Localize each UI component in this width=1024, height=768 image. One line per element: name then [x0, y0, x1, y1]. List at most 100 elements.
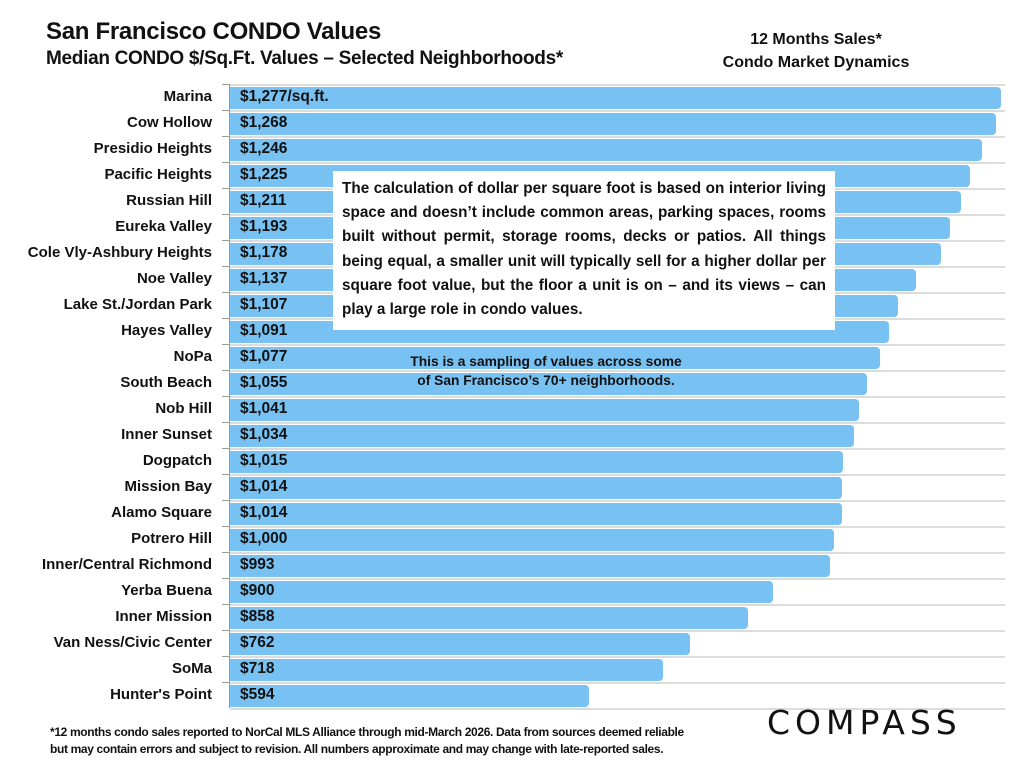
- category-label: Presidio Heights: [93, 140, 212, 157]
- bar-value-label: $1,055: [240, 374, 288, 391]
- axis-tick: [222, 344, 229, 345]
- bar-value-label: $1,193: [240, 218, 288, 235]
- category-label: NoPa: [173, 348, 212, 365]
- bar-value-label: $1,041: [240, 400, 288, 417]
- axis-tick: [222, 656, 229, 657]
- bar-value-label: $1,178: [240, 244, 288, 261]
- grid-line: [230, 448, 1005, 450]
- bar: [230, 633, 690, 655]
- category-label: SoMa: [171, 660, 212, 677]
- grid-line: [230, 162, 1005, 164]
- category-label: Noe Valley: [136, 270, 212, 287]
- category-label: Pacific Heights: [104, 166, 212, 183]
- axis-tick: [222, 526, 229, 527]
- compass-logo: COMPASS: [767, 703, 962, 742]
- bar-value-label: $1,268: [240, 114, 288, 131]
- grid-line: [230, 604, 1005, 606]
- category-label: South Beach: [120, 374, 212, 391]
- side-title-line2: Condo Market Dynamics: [722, 54, 910, 71]
- axis-tick: [222, 370, 229, 371]
- bar: [230, 347, 880, 369]
- axis-tick: [222, 136, 229, 137]
- category-label: Yerba Buena: [121, 582, 212, 599]
- axis-tick: [222, 500, 229, 501]
- bar: [230, 555, 830, 577]
- grid-line: [230, 136, 1005, 138]
- bar-value-label: $1,077: [240, 348, 288, 365]
- sampling-note-line1: This is a sampling of values across some: [410, 354, 682, 369]
- bar-value-label: $1,211: [240, 192, 287, 209]
- axis-tick: [222, 396, 229, 397]
- bar: [230, 451, 843, 473]
- chart-title: San Francisco CONDO Values: [46, 18, 381, 45]
- bar: [230, 425, 854, 447]
- axis-tick: [222, 162, 229, 163]
- category-label: Dogpatch: [142, 452, 212, 469]
- bar-value-label: $993: [240, 556, 275, 573]
- grid-line: [230, 526, 1005, 528]
- axis-tick: [222, 422, 229, 423]
- category-label: Marina: [163, 88, 212, 105]
- grid-line: [230, 682, 1005, 684]
- category-label: Mission Bay: [124, 478, 212, 495]
- bar: [230, 685, 589, 707]
- category-label: Inner Mission: [115, 608, 212, 625]
- category-label: Cole Vly-Ashbury Heights: [27, 244, 212, 261]
- category-label: Hayes Valley: [121, 322, 212, 339]
- sampling-note-line2: of San Francisco’s 70+ neighborhoods.: [417, 373, 675, 388]
- footnote: *12 months condo sales reported to NorCa…: [50, 724, 684, 758]
- category-label: Eureka Valley: [115, 218, 212, 235]
- axis-tick: [222, 448, 229, 449]
- bar-value-label: $900: [240, 582, 275, 599]
- y-axis-line: [229, 84, 230, 708]
- bar-value-label: $1,015: [240, 452, 288, 469]
- bar-value-label: $1,014: [240, 504, 288, 521]
- grid-line: [230, 84, 1005, 86]
- category-label: Hunter's Point: [110, 686, 212, 703]
- axis-tick: [222, 214, 229, 215]
- bar-value-label: $1,107: [240, 296, 288, 313]
- bar-value-label: $1,225: [240, 166, 288, 183]
- bar: [230, 659, 663, 681]
- grid-line: [230, 422, 1005, 424]
- footnote-line1: *12 months condo sales reported to NorCa…: [50, 725, 684, 739]
- axis-tick: [222, 84, 229, 85]
- grid-line: [230, 344, 1005, 346]
- bar-value-label: $1,034: [240, 426, 288, 443]
- bar: [230, 373, 867, 395]
- axis-tick: [222, 266, 229, 267]
- grid-line: [230, 656, 1005, 658]
- category-label: Alamo Square: [111, 504, 212, 521]
- axis-tick: [222, 578, 229, 579]
- bar-value-label: $762: [240, 634, 275, 651]
- category-label: Russian Hill: [126, 192, 212, 209]
- grid-line: [230, 110, 1005, 112]
- footnote-line2: but may contain errors and subject to re…: [50, 742, 664, 756]
- bar: [230, 399, 859, 421]
- bar-value-label: $1,246: [240, 140, 288, 157]
- bar-value-label: $718: [240, 660, 275, 677]
- axis-tick: [222, 474, 229, 475]
- bar: [230, 113, 996, 135]
- chart-subtitle: Median CONDO $/Sq.Ft. Values – Selected …: [46, 48, 563, 69]
- bar-value-label: $1,137: [240, 270, 288, 287]
- grid-line: [230, 552, 1005, 554]
- axis-tick: [222, 240, 229, 241]
- bar-value-label: $1,277/sq.ft.: [240, 88, 329, 105]
- axis-tick: [222, 188, 229, 189]
- bar-value-label: $858: [240, 608, 275, 625]
- sampling-note: This is a sampling of values across some…: [380, 352, 712, 390]
- bar: [230, 87, 1001, 109]
- bar-value-label: $1,091: [240, 322, 288, 339]
- bar: [230, 607, 748, 629]
- bar: [230, 503, 842, 525]
- bar-value-label: $594: [240, 686, 275, 703]
- bar: [230, 139, 982, 161]
- grid-line: [230, 396, 1005, 398]
- category-label: Potrero Hill: [131, 530, 212, 547]
- category-label: Lake St./Jordan Park: [63, 296, 212, 313]
- bar: [230, 581, 773, 603]
- grid-line: [230, 370, 1005, 372]
- bar: [230, 529, 834, 551]
- side-title-line1: 12 Months Sales*: [750, 31, 882, 48]
